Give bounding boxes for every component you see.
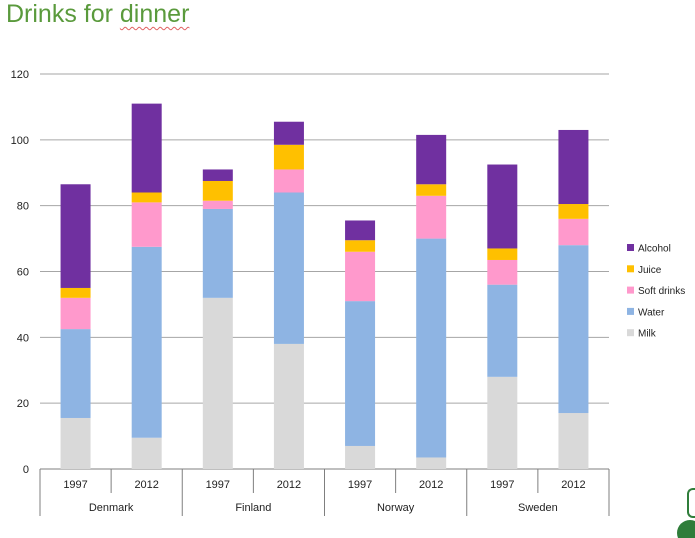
bar-segment-juice bbox=[273, 144, 304, 170]
y-tick-label: 20 bbox=[17, 398, 29, 410]
bar-segment-water bbox=[345, 301, 376, 446]
x-group-label: Denmark bbox=[89, 502, 134, 514]
bar-segment-water bbox=[273, 192, 304, 344]
bar-segment-alcohol bbox=[345, 220, 376, 241]
x-tick-label: 2012 bbox=[419, 479, 443, 491]
bar-segment-alcohol bbox=[273, 121, 304, 145]
bar-segment-milk bbox=[131, 437, 162, 469]
legend-swatch-milk bbox=[627, 329, 634, 337]
bar-segment-water bbox=[416, 238, 447, 458]
corner-decoration-arc bbox=[687, 488, 695, 518]
legend-swatch-water bbox=[627, 307, 634, 315]
bar-segment-juice bbox=[487, 248, 518, 260]
bar-segment-juice bbox=[345, 240, 376, 252]
bar-segment-soft-drinks bbox=[416, 195, 447, 239]
y-tick-label: 60 bbox=[17, 267, 29, 279]
bar-segment-alcohol bbox=[60, 184, 91, 288]
bars bbox=[60, 103, 589, 469]
bar-segment-juice bbox=[131, 192, 162, 203]
bar-segment-soft-drinks bbox=[202, 200, 233, 209]
bar-segment-milk bbox=[202, 297, 233, 469]
bar-segment-juice bbox=[202, 180, 233, 201]
y-tick-label: 80 bbox=[17, 201, 29, 213]
bar-segment-juice bbox=[60, 287, 91, 298]
bar-segment-water bbox=[60, 329, 91, 418]
bar-segment-soft-drinks bbox=[558, 218, 589, 246]
x-tick-label: 1997 bbox=[206, 479, 230, 491]
x-tick-label: 1997 bbox=[490, 479, 514, 491]
bar-segment-milk bbox=[416, 457, 447, 469]
y-axis-ticks: 0 20 40 60 80 100 120 bbox=[11, 69, 29, 476]
y-tick-label: 40 bbox=[17, 332, 29, 344]
bar-segment-juice bbox=[558, 204, 589, 219]
x-tick-label: 2012 bbox=[561, 479, 585, 491]
bar-segment-alcohol bbox=[131, 103, 162, 193]
legend-label: Soft drinks bbox=[638, 286, 685, 297]
y-tick-label: 120 bbox=[11, 69, 29, 81]
bar-segment-milk bbox=[60, 417, 91, 469]
slide-title-underlined: dinner bbox=[119, 0, 190, 28]
bar-segment-milk bbox=[345, 445, 376, 469]
x-tick-label: 2012 bbox=[134, 479, 158, 491]
bar-segment-water bbox=[202, 208, 233, 298]
gridlines bbox=[40, 73, 609, 470]
corner-decoration-circle bbox=[677, 520, 695, 538]
bar-segment-alcohol bbox=[558, 129, 589, 205]
bar-segment-water bbox=[558, 245, 589, 414]
y-tick-label: 100 bbox=[11, 135, 29, 147]
bar-segment-milk bbox=[273, 343, 304, 469]
x-group-label: Finland bbox=[235, 502, 271, 514]
bar-segment-soft-drinks bbox=[60, 297, 91, 330]
x-tick-label: 1997 bbox=[63, 479, 87, 491]
bar-segment-soft-drinks bbox=[487, 259, 518, 285]
x-tick-label: 2012 bbox=[277, 479, 301, 491]
bar-segment-alcohol bbox=[202, 169, 233, 181]
slide-title-main: Drinks for bbox=[6, 0, 120, 28]
bar-segment-milk bbox=[487, 376, 518, 469]
slide-title: Drinks for dinner bbox=[6, 0, 189, 29]
legend-swatch-soft-drinks bbox=[627, 286, 634, 294]
x-group-label: Norway bbox=[377, 502, 415, 514]
legend-label: Alcohol bbox=[638, 244, 671, 255]
bar-segment-soft-drinks bbox=[273, 169, 304, 193]
bar-segment-juice bbox=[416, 184, 447, 196]
bar-segment-alcohol bbox=[487, 164, 518, 249]
bar-segment-water bbox=[131, 246, 162, 438]
bar-segment-water bbox=[487, 284, 518, 377]
bar-segment-soft-drinks bbox=[345, 251, 376, 302]
bar-segment-soft-drinks bbox=[131, 202, 162, 247]
legend-label: Juice bbox=[638, 265, 662, 276]
x-tick-label: 1997 bbox=[348, 479, 372, 491]
bar-segment-milk bbox=[558, 413, 589, 469]
legend-label: Milk bbox=[638, 329, 657, 340]
legend: Alcohol Juice Soft drinks Water Milk bbox=[627, 244, 685, 340]
legend-swatch-alcohol bbox=[627, 244, 634, 251]
legend-swatch-juice bbox=[627, 265, 634, 273]
y-tick-label: 0 bbox=[23, 464, 29, 476]
x-group-label: Sweden bbox=[518, 502, 558, 514]
bar-segment-alcohol bbox=[416, 134, 447, 185]
legend-label: Water bbox=[638, 307, 665, 318]
